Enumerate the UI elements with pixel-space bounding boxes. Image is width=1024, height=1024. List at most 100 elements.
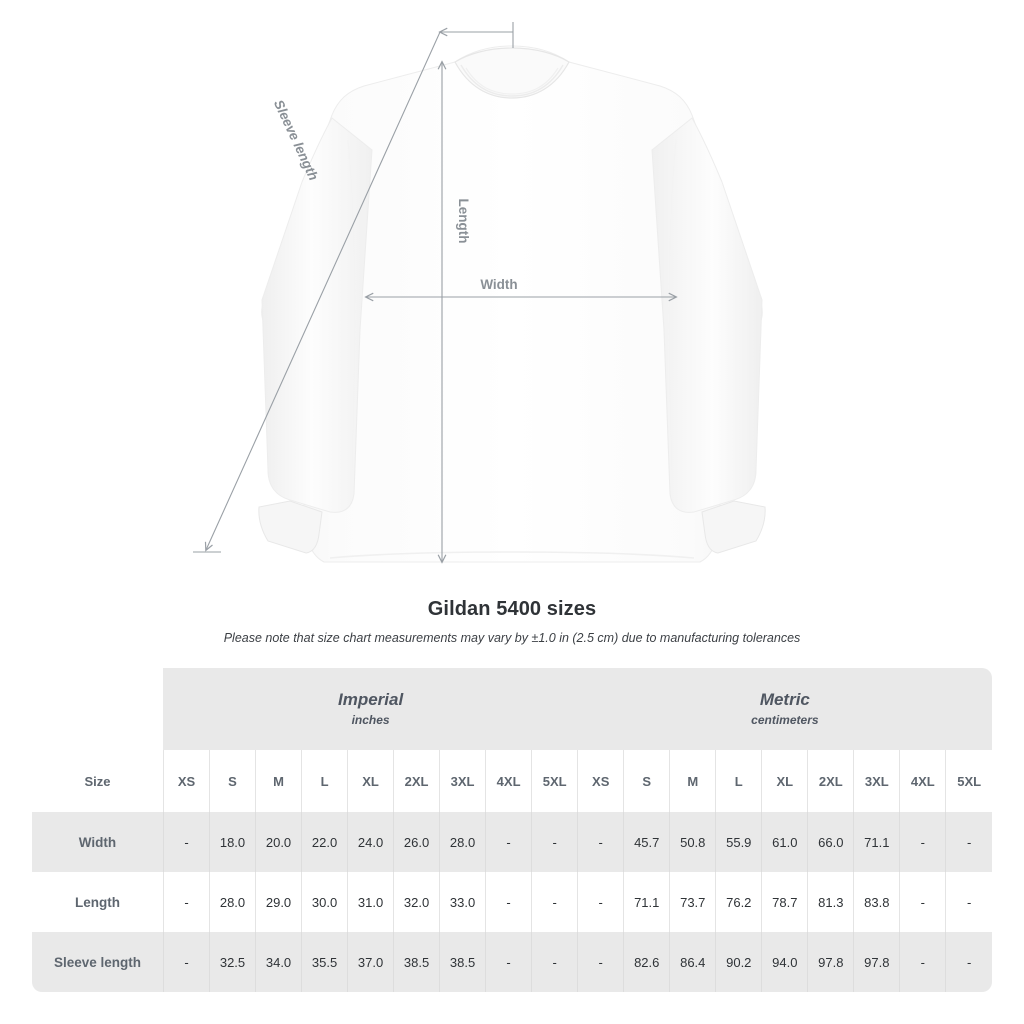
unit-header-spacer [32,668,164,750]
measurement-cell: 78.7 [761,872,808,932]
measurement-cell: - [945,932,992,992]
measurement-cell: 55.9 [715,812,762,872]
measurement-cell: - [577,932,624,992]
measurement-cell: - [531,932,578,992]
measurement-cell: 90.2 [715,932,762,992]
measurement-cell: 31.0 [347,872,394,932]
unit-system-name: Imperial [338,690,404,710]
size-column-header: XL [761,750,808,812]
size-column-header: 5XL [945,750,992,812]
measurement-cell: - [485,812,532,872]
table-row: Width -18.0 20.0 22.0 24.0 26.0 28.0- - -45.7 50.… [32,812,992,872]
length-annotation: Length [442,62,471,562]
measurement-cell: - [899,932,946,992]
size-column-header: 2XL [393,750,440,812]
unit-system-name: Metric [759,690,810,710]
measurement-cell: - [899,872,946,932]
measurement-cell: 81.3 [807,872,854,932]
measurement-cell: 94.0 [761,932,808,992]
measurement-cell: - [531,872,578,932]
measurement-cell: 28.0 [208,872,256,932]
measurement-cell: 18.0 [208,812,256,872]
measurement-cell: 26.0 [393,812,440,872]
page-title: Gildan 5400 sizes [427,598,597,620]
measurement-cell: - [485,932,532,992]
shirt-shape [258,45,766,563]
measurement-cell: 38.5 [393,932,440,992]
size-column-header: M [255,750,302,812]
measurement-cell: - [485,872,532,932]
measurement-cell: 22.0 [301,812,348,872]
measurement-cell: 71.1 [623,872,670,932]
table-row: Length -28.0 29.0 30.0 31.0 32.0 33.0- - -71.1 73… [32,872,992,932]
measurement-cell: 71.1 [853,812,900,872]
measurement-cell: 30.0 [301,872,348,932]
measurement-cell: 34.0 [255,932,302,992]
size-column-header: 4XL [485,750,532,812]
tolerance-note: Please note that size chart measurements… [223,631,801,645]
size-column-header: L [715,750,762,812]
measurement-cell: - [577,812,624,872]
width-annotation: Width [366,277,676,297]
unit-system-header-row: Imperial inches Metric centimeters [32,668,992,750]
measurement-row-label: Sleeve length [32,932,164,992]
size-column-header: 2XL [807,750,854,812]
sleeve-length-label: Sleeve length [271,97,321,182]
measurement-cell: 50.8 [669,812,716,872]
measurement-cell: 83.8 [853,872,900,932]
measurement-cell: - [945,872,992,932]
measurement-cell: - [531,812,578,872]
size-column-header: L [301,750,348,812]
size-column-header: XS [577,750,624,812]
measurement-cell: 76.2 [715,872,762,932]
unit-system-header-imperial: Imperial inches [163,668,578,750]
measurement-cell: 86.4 [669,932,716,992]
size-table-body: Width -18.0 20.0 22.0 24.0 26.0 28.0- - -45.7 50.… [32,812,992,992]
measurement-cell: 28.0 [439,812,486,872]
size-table-container: Imperial inches Metric centimeters Size XS S… [32,668,992,992]
measurement-cell: 97.8 [853,932,900,992]
measurement-cell: 82.6 [623,932,670,992]
measurement-cell: 35.5 [301,932,348,992]
unit-system-unit: centimeters [751,712,819,727]
measurement-cell: 20.0 [255,812,302,872]
size-column-header: 4XL [899,750,946,812]
size-table: Imperial inches Metric centimeters Size XS S… [32,668,992,992]
size-column-header: M [669,750,716,812]
unit-system-header-metric: Metric centimeters [577,668,992,750]
size-column-header: XL [347,750,394,812]
table-row: Sleeve length -32.5 34.0 35.5 37.0 38.5 38.5- -… [32,932,992,992]
length-label: Length [456,199,471,244]
garment-illustration: Sleeve length Length Width [193,22,766,592]
measurement-cell: 38.5 [439,932,486,992]
measurement-cell: 32.0 [393,872,440,932]
measurement-cell: 73.7 [669,872,716,932]
measurement-cell: 33.0 [439,872,486,932]
chart-heading: Gildan 5400 sizes Please note that size … [0,598,1024,645]
measurement-cell: 45.7 [623,812,670,872]
size-column-header: S [623,750,670,812]
measurement-cell: - [162,872,210,932]
measurement-cell: 32.5 [208,932,256,992]
measurement-cell: 97.8 [807,932,854,992]
measurement-cell: 24.0 [347,812,394,872]
measurement-row-label: Length [32,872,164,932]
width-label: Width [480,277,517,292]
measurement-cell: - [899,812,946,872]
measurement-cell: 61.0 [761,812,808,872]
size-column-header: 3XL [853,750,900,812]
measurement-cell: 66.0 [807,812,854,872]
measurement-cell: - [577,872,624,932]
size-column-header: XS [162,750,210,812]
size-header-label: Size [32,750,164,812]
measurement-cell: 29.0 [255,872,302,932]
size-column-header: S [208,750,256,812]
unit-system-unit: inches [351,712,390,727]
measurement-cell: - [162,812,210,872]
measurement-cell: - [162,932,210,992]
size-column-header: 3XL [439,750,486,812]
measurement-row-label: Width [32,812,164,872]
measurement-cell: - [945,812,992,872]
measurement-cell: 37.0 [347,932,394,992]
